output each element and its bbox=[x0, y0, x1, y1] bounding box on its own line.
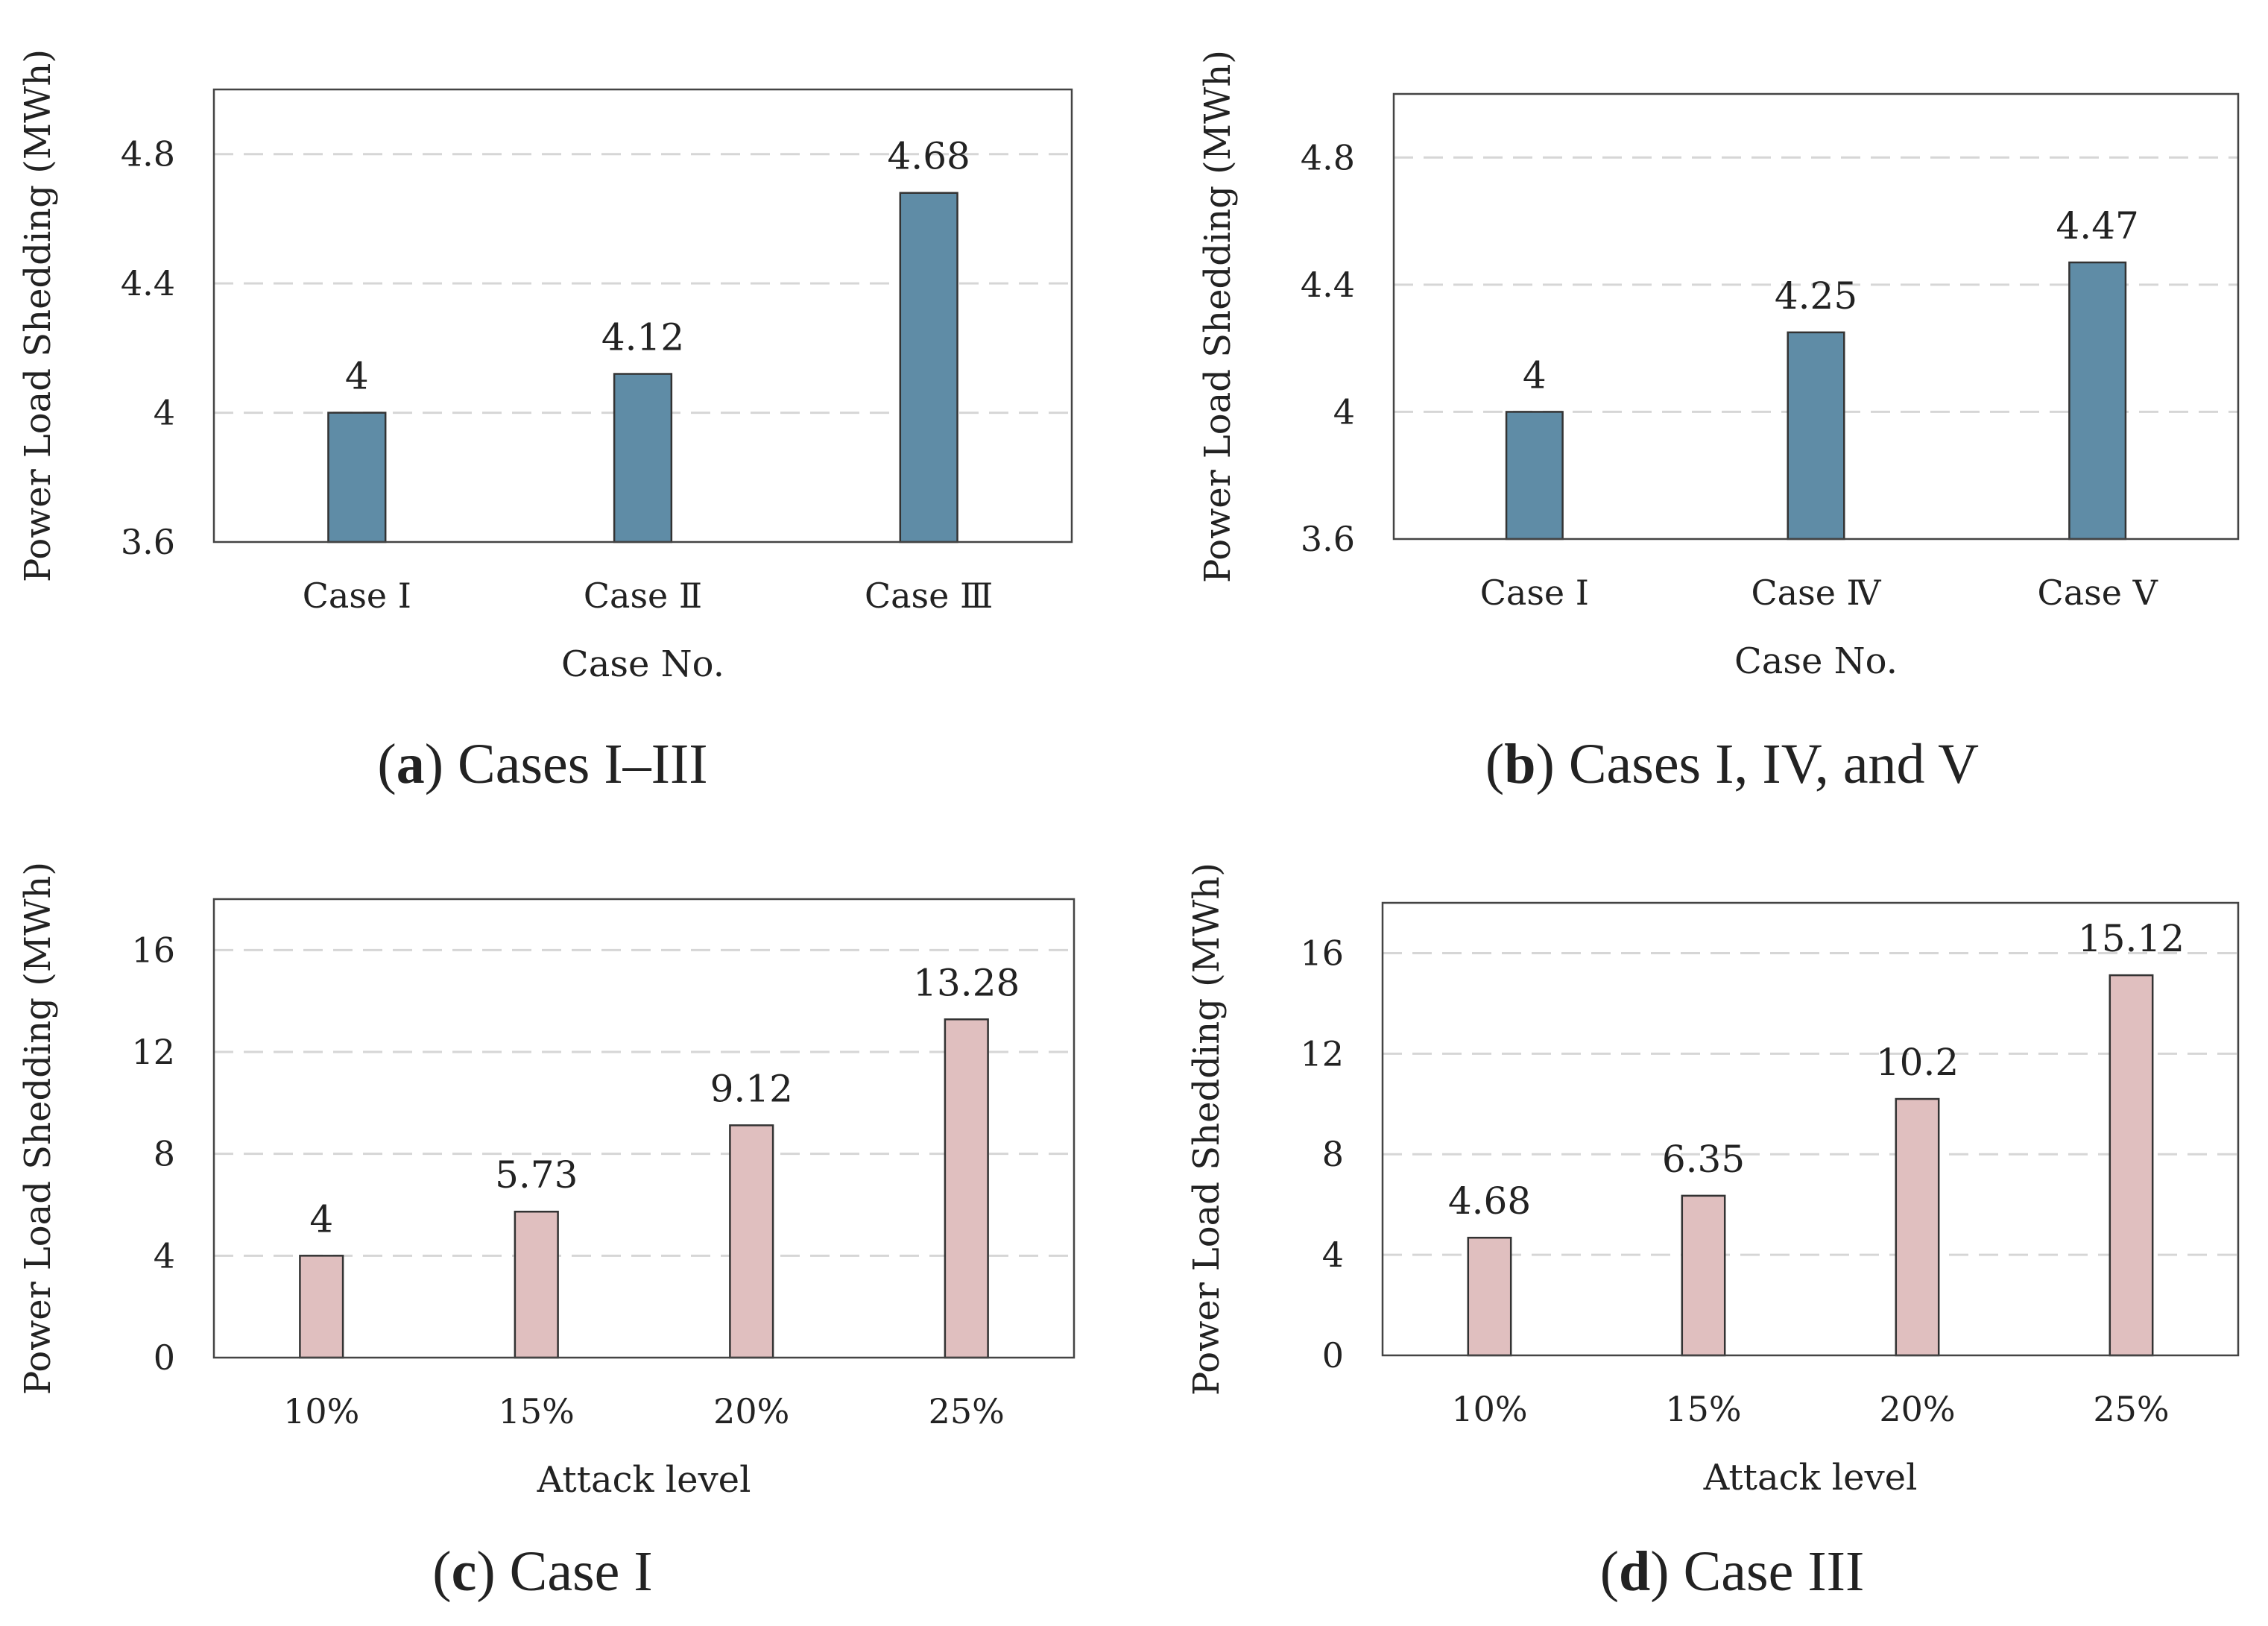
caption-letter: a bbox=[397, 733, 425, 795]
caption-text: Cases I, IV, and V bbox=[1569, 733, 1979, 795]
bar-value-label: 4.47 bbox=[2056, 204, 2139, 248]
x-tick-label: 25% bbox=[2093, 1389, 2169, 1429]
y-tick-label: 16 bbox=[131, 930, 175, 970]
x-axis-title: Attack level bbox=[537, 1459, 751, 1501]
bar-value-label: 4.68 bbox=[1448, 1179, 1531, 1223]
y-tick-label: 8 bbox=[154, 1134, 175, 1174]
bar bbox=[327, 412, 387, 543]
x-tick-label: 25% bbox=[929, 1391, 1005, 1431]
x-tick-label: Case Ⅴ bbox=[2038, 573, 2158, 613]
bar-value-label: 4 bbox=[345, 355, 369, 398]
bar bbox=[944, 1018, 989, 1359]
y-tick-label: 4 bbox=[154, 1235, 175, 1276]
y-tick-label: 16 bbox=[1300, 933, 1344, 973]
bar bbox=[1467, 1236, 1512, 1357]
x-tick-label: Case Ⅰ bbox=[1480, 573, 1589, 613]
y-tick-label: 8 bbox=[1322, 1134, 1344, 1174]
panel-caption: (d) Case III bbox=[1600, 1540, 1865, 1603]
bar-value-label: 5.73 bbox=[495, 1153, 578, 1197]
y-tick-label: 4.4 bbox=[1301, 265, 1355, 305]
bar bbox=[2109, 974, 2154, 1357]
bar-value-label: 6.35 bbox=[1662, 1138, 1745, 1181]
bar-value-label: 13.28 bbox=[913, 961, 1020, 1004]
x-tick-label: 15% bbox=[1665, 1389, 1741, 1429]
bar-value-label: 15.12 bbox=[2078, 917, 2185, 960]
caption-letter: b bbox=[1504, 733, 1535, 795]
y-tick-label: 0 bbox=[154, 1337, 175, 1378]
caption-letter: c bbox=[452, 1540, 477, 1603]
x-tick-label: 20% bbox=[1879, 1389, 1955, 1429]
y-tick-label: 3.6 bbox=[1301, 519, 1355, 559]
bar-value-label: 9.12 bbox=[710, 1067, 793, 1110]
y-tick-label: 4 bbox=[1322, 1235, 1344, 1275]
y-tick-label: 3.6 bbox=[121, 522, 175, 562]
bar bbox=[613, 373, 673, 543]
plot-frame bbox=[212, 898, 1075, 1359]
y-tick-label: 4.8 bbox=[1301, 137, 1355, 177]
bar bbox=[1505, 411, 1564, 541]
x-tick-label: 10% bbox=[283, 1391, 359, 1431]
bar bbox=[1681, 1194, 1726, 1357]
caption-text: Case III bbox=[1684, 1540, 1865, 1603]
plot-frame bbox=[1381, 901, 2240, 1357]
panel-caption: (c) Case I bbox=[432, 1540, 652, 1603]
chart-panel-b: 3.6 4 4.4 4.8 4 Case Ⅰ 4.25 Case Ⅳ 4.47 Case Ⅴ Cas… bbox=[1197, 50, 2240, 795]
x-tick-label: Case Ⅳ bbox=[1751, 573, 1881, 613]
y-tick-label: 0 bbox=[1322, 1335, 1344, 1376]
x-axis-title: Attack level bbox=[1703, 1457, 1918, 1499]
bar bbox=[729, 1124, 774, 1359]
chart-panel-c: 0 4 8 12 16 4 10% 5.73 15% 9.12 20% 13.28 25% Attack … bbox=[17, 862, 1075, 1603]
plot-frame bbox=[1392, 92, 2240, 541]
y-axis-title: Power Load Shedding (MWh) bbox=[17, 49, 59, 582]
bar bbox=[299, 1255, 344, 1359]
bar-value-label: 4.25 bbox=[1775, 274, 1857, 318]
bar-value-label: 4.12 bbox=[601, 316, 684, 359]
plot-frame bbox=[212, 88, 1073, 543]
caption-text: Case I bbox=[510, 1540, 653, 1603]
bar bbox=[2068, 261, 2127, 541]
caption-letter: d bbox=[1619, 1540, 1650, 1603]
bar-value-label: 4 bbox=[309, 1197, 333, 1241]
x-tick-label: 20% bbox=[713, 1391, 789, 1431]
bar-value-label: 4 bbox=[1523, 353, 1547, 397]
x-axis-title: Case No. bbox=[561, 643, 724, 685]
x-tick-label: Case Ⅱ bbox=[584, 576, 702, 616]
bar bbox=[1787, 331, 1845, 541]
x-tick-label: 10% bbox=[1451, 1389, 1527, 1429]
bar-value-label: 10.2 bbox=[1876, 1041, 1959, 1084]
y-axis-title: Power Load Shedding (MWh) bbox=[1197, 50, 1239, 583]
bar bbox=[514, 1210, 559, 1359]
bar bbox=[899, 192, 958, 543]
y-tick-label: 4 bbox=[1333, 391, 1355, 432]
panel-caption: (a) Cases I–III bbox=[377, 733, 707, 795]
chart-panel-a: 3.6 4 4.4 4.8 4 Case Ⅰ 4.12 Case Ⅱ 4.68 Case Ⅲ Cas… bbox=[17, 49, 1073, 795]
x-tick-label: Case Ⅲ bbox=[865, 576, 993, 616]
caption-text: Cases I–III bbox=[458, 733, 708, 795]
y-tick-label: 12 bbox=[1300, 1033, 1344, 1074]
y-axis-title: Power Load Shedding (MWh) bbox=[1186, 863, 1228, 1396]
chart-panel-d: 0 4 8 12 16 4.68 10% 6.35 15% 10.2 20% 15.12 25% Atta… bbox=[1186, 863, 2240, 1603]
x-tick-label: Case Ⅰ bbox=[303, 576, 411, 616]
y-tick-label: 4.8 bbox=[121, 134, 175, 174]
y-tick-label: 4.4 bbox=[121, 263, 175, 303]
y-tick-label: 12 bbox=[131, 1032, 175, 1072]
bar-value-label: 4.68 bbox=[888, 135, 970, 178]
y-tick-label: 4 bbox=[154, 393, 175, 433]
x-tick-label: 15% bbox=[499, 1391, 575, 1431]
x-axis-title: Case No. bbox=[1734, 640, 1898, 682]
y-axis-title: Power Load Shedding (MWh) bbox=[17, 862, 59, 1395]
panel-caption: (b) Cases I, IV, and V bbox=[1485, 733, 1979, 795]
bar bbox=[1895, 1097, 1940, 1357]
